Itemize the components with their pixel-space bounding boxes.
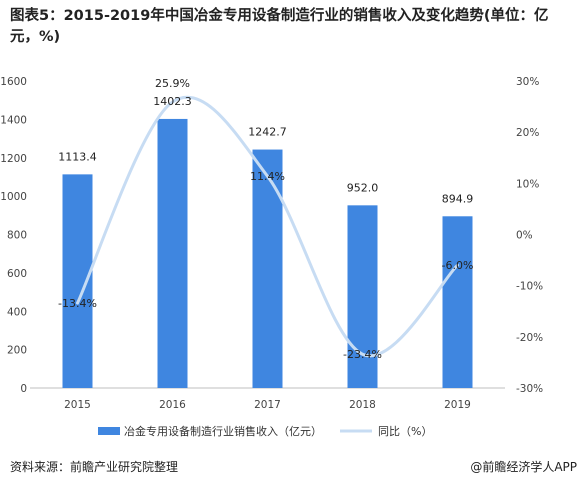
- x-axis-tick: 2016: [159, 399, 186, 411]
- legend: 冶金专用设备制造行业销售收入（亿元） 同比（%）: [98, 424, 432, 438]
- bar: [157, 118, 188, 388]
- right-axis-tick: -30%: [516, 383, 543, 395]
- left-axis-tick: 0: [20, 383, 27, 395]
- bar-value-label: 1113.4: [58, 150, 97, 163]
- x-axis-tick: 2019: [444, 399, 471, 411]
- line-value-label: 11.4%: [250, 170, 285, 183]
- bar: [442, 216, 473, 388]
- x-axis-tick: 2015: [64, 399, 91, 411]
- line-value-label: -6.0%: [442, 259, 474, 272]
- right-axis-tick: 0%: [516, 230, 533, 242]
- bar: [252, 149, 283, 388]
- line-value-label: -13.4%: [58, 297, 97, 310]
- bar: [347, 205, 378, 388]
- credit-note: @前瞻经济学人APP: [470, 460, 577, 474]
- left-axis-tick: 400: [7, 306, 27, 318]
- right-axis-tick: 10%: [516, 178, 539, 190]
- left-axis-tick: 1600: [0, 76, 27, 88]
- left-axis-tick: 800: [7, 230, 27, 242]
- bar-value-label: 1402.3: [153, 95, 192, 108]
- chart-title: 图表5：2015-2019年中国冶金专用设备制造行业的销售收入及变化趋势(单位：…: [10, 8, 549, 45]
- right-axis-tick: -10%: [516, 281, 543, 293]
- left-axis-tick: 200: [7, 345, 27, 357]
- bar-value-label: 1242.7: [248, 126, 287, 139]
- legend-bar-label: 冶金专用设备制造行业销售收入（亿元）: [124, 424, 322, 438]
- x-axis-tick: 2017: [254, 399, 281, 411]
- left-axis: 0 200 400 600 800 1000 1200 1400 1600: [0, 76, 27, 395]
- yoy-line: [76, 95, 459, 358]
- legend-bar-swatch: [98, 427, 120, 435]
- left-axis-tick: 600: [7, 268, 27, 280]
- line-value-label: 25.9%: [155, 77, 190, 90]
- left-axis-tick: 1400: [0, 114, 27, 126]
- left-axis-tick: 1200: [0, 153, 27, 165]
- x-axis-tick: 2018: [349, 399, 376, 411]
- bar-value-label: 894.9: [442, 192, 474, 205]
- source-note: 资料来源：前瞻产业研究院整理: [10, 460, 179, 474]
- left-axis-tick: 1000: [0, 191, 27, 203]
- right-axis-tick: -20%: [516, 332, 543, 344]
- bar-series: [62, 118, 473, 388]
- x-axis: 2015 2016 2017 2018 2019: [64, 399, 471, 411]
- data-labels: 1113.4 1402.3 1242.7 952.0 894.9 -13.4% 25.9% 1…: [58, 77, 473, 361]
- legend-line-label: 同比（%）: [378, 425, 432, 438]
- bar-value-label: 952.0: [347, 181, 379, 194]
- right-axis-tick: 30%: [516, 76, 539, 88]
- line-value-label: -23.4%: [343, 348, 382, 361]
- line-series: [76, 95, 459, 358]
- right-axis: -30% -20% -10% 0% 10% 20% 30%: [516, 76, 543, 395]
- right-axis-tick: 20%: [516, 127, 539, 139]
